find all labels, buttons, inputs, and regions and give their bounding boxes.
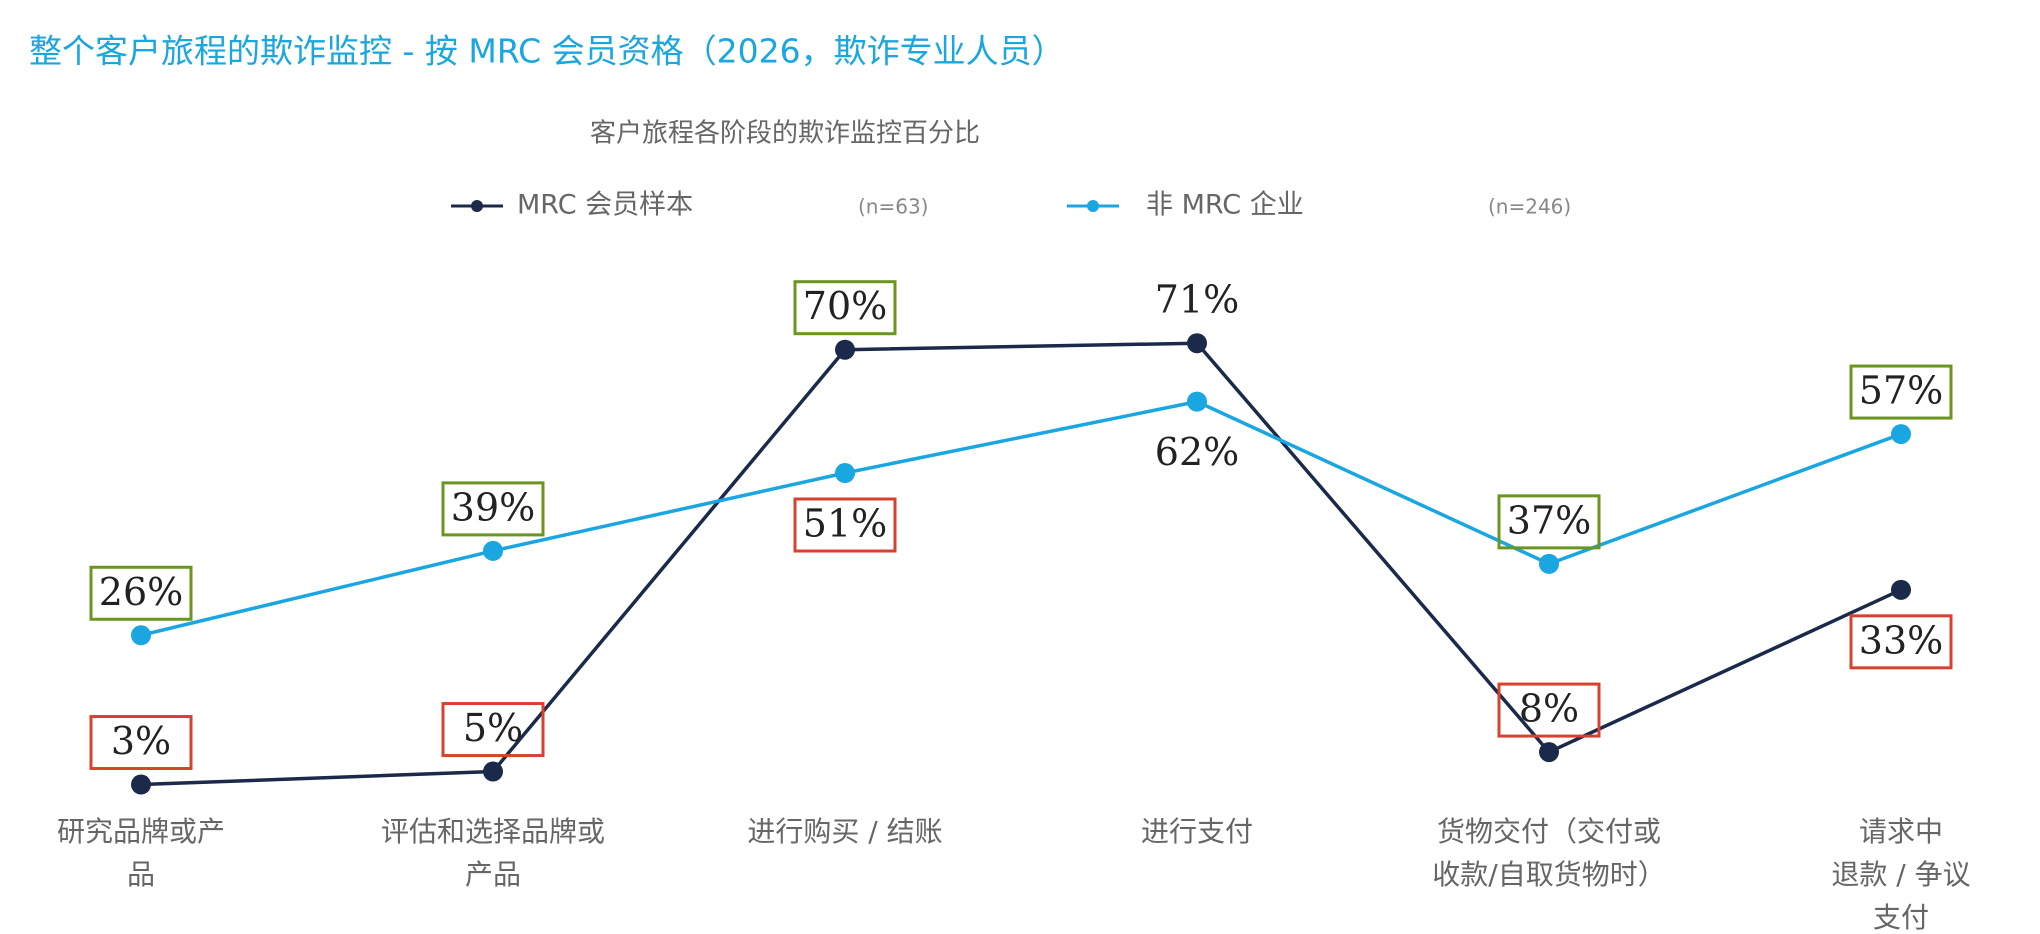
legend-label: MRC 会员样本 [517, 190, 693, 221]
data-label: 5% [463, 706, 523, 750]
label-box [441, 481, 545, 537]
data-point [483, 761, 503, 782]
data-point [1891, 424, 1911, 445]
label-box [793, 497, 897, 553]
x-tick-label: 研究品牌或产 品 [56, 815, 225, 891]
label-box [441, 702, 545, 758]
data-point [1187, 391, 1207, 412]
data-label: 37% [1507, 498, 1591, 542]
x-tick-label: 评估和选择品牌或 产品 [380, 815, 605, 891]
data-point [1891, 579, 1911, 600]
legend-marker [1087, 200, 1099, 212]
label-box [793, 280, 897, 336]
data-point [835, 339, 855, 360]
data-point [1539, 553, 1559, 574]
legend-n: (n=63) [858, 195, 929, 219]
data-label: 70% [803, 284, 887, 328]
data-point [483, 540, 503, 561]
legend-marker [471, 200, 483, 212]
data-point [1539, 742, 1559, 763]
data-label: 62% [1155, 430, 1239, 474]
legend-n: (n=246) [1488, 195, 1571, 219]
x-tick-label: 货物交付（交付或 收款/自取货物时） [1432, 815, 1666, 891]
series-line [140, 341, 1902, 787]
data-label: 51% [803, 502, 887, 546]
series-line [140, 399, 1902, 637]
data-label: 39% [451, 485, 535, 529]
data-point [835, 463, 855, 484]
data-label: 3% [111, 719, 171, 763]
data-label: 8% [1519, 687, 1579, 731]
data-label: 26% [99, 570, 183, 614]
x-tick-label: 进行购买 / 结账 [747, 815, 943, 848]
label-box [1849, 364, 1953, 420]
label-box [1849, 614, 1953, 670]
data-label: 57% [1859, 369, 1943, 413]
label-box [89, 565, 193, 621]
label-box [1497, 494, 1601, 550]
data-point [131, 625, 151, 646]
chart-subtitle: 客户旅程各阶段的欺诈监控百分比 [590, 119, 980, 149]
label-box [1497, 682, 1601, 738]
label-box [89, 715, 193, 771]
data-point [1187, 333, 1207, 354]
data-label: 33% [1859, 618, 1943, 662]
data-point [131, 774, 151, 795]
x-tick-label: 请求中 退款 / 争议 支付 [1831, 815, 1971, 934]
data-label: 71% [1155, 278, 1239, 322]
chart-title: 整个客户旅程的欺诈监控 - 按 MRC 会员资格（2026，欺诈专业人员） [29, 32, 1065, 71]
x-tick-label: 进行支付 [1140, 815, 1253, 848]
legend-label: 非 MRC 企业 [1146, 190, 1304, 221]
